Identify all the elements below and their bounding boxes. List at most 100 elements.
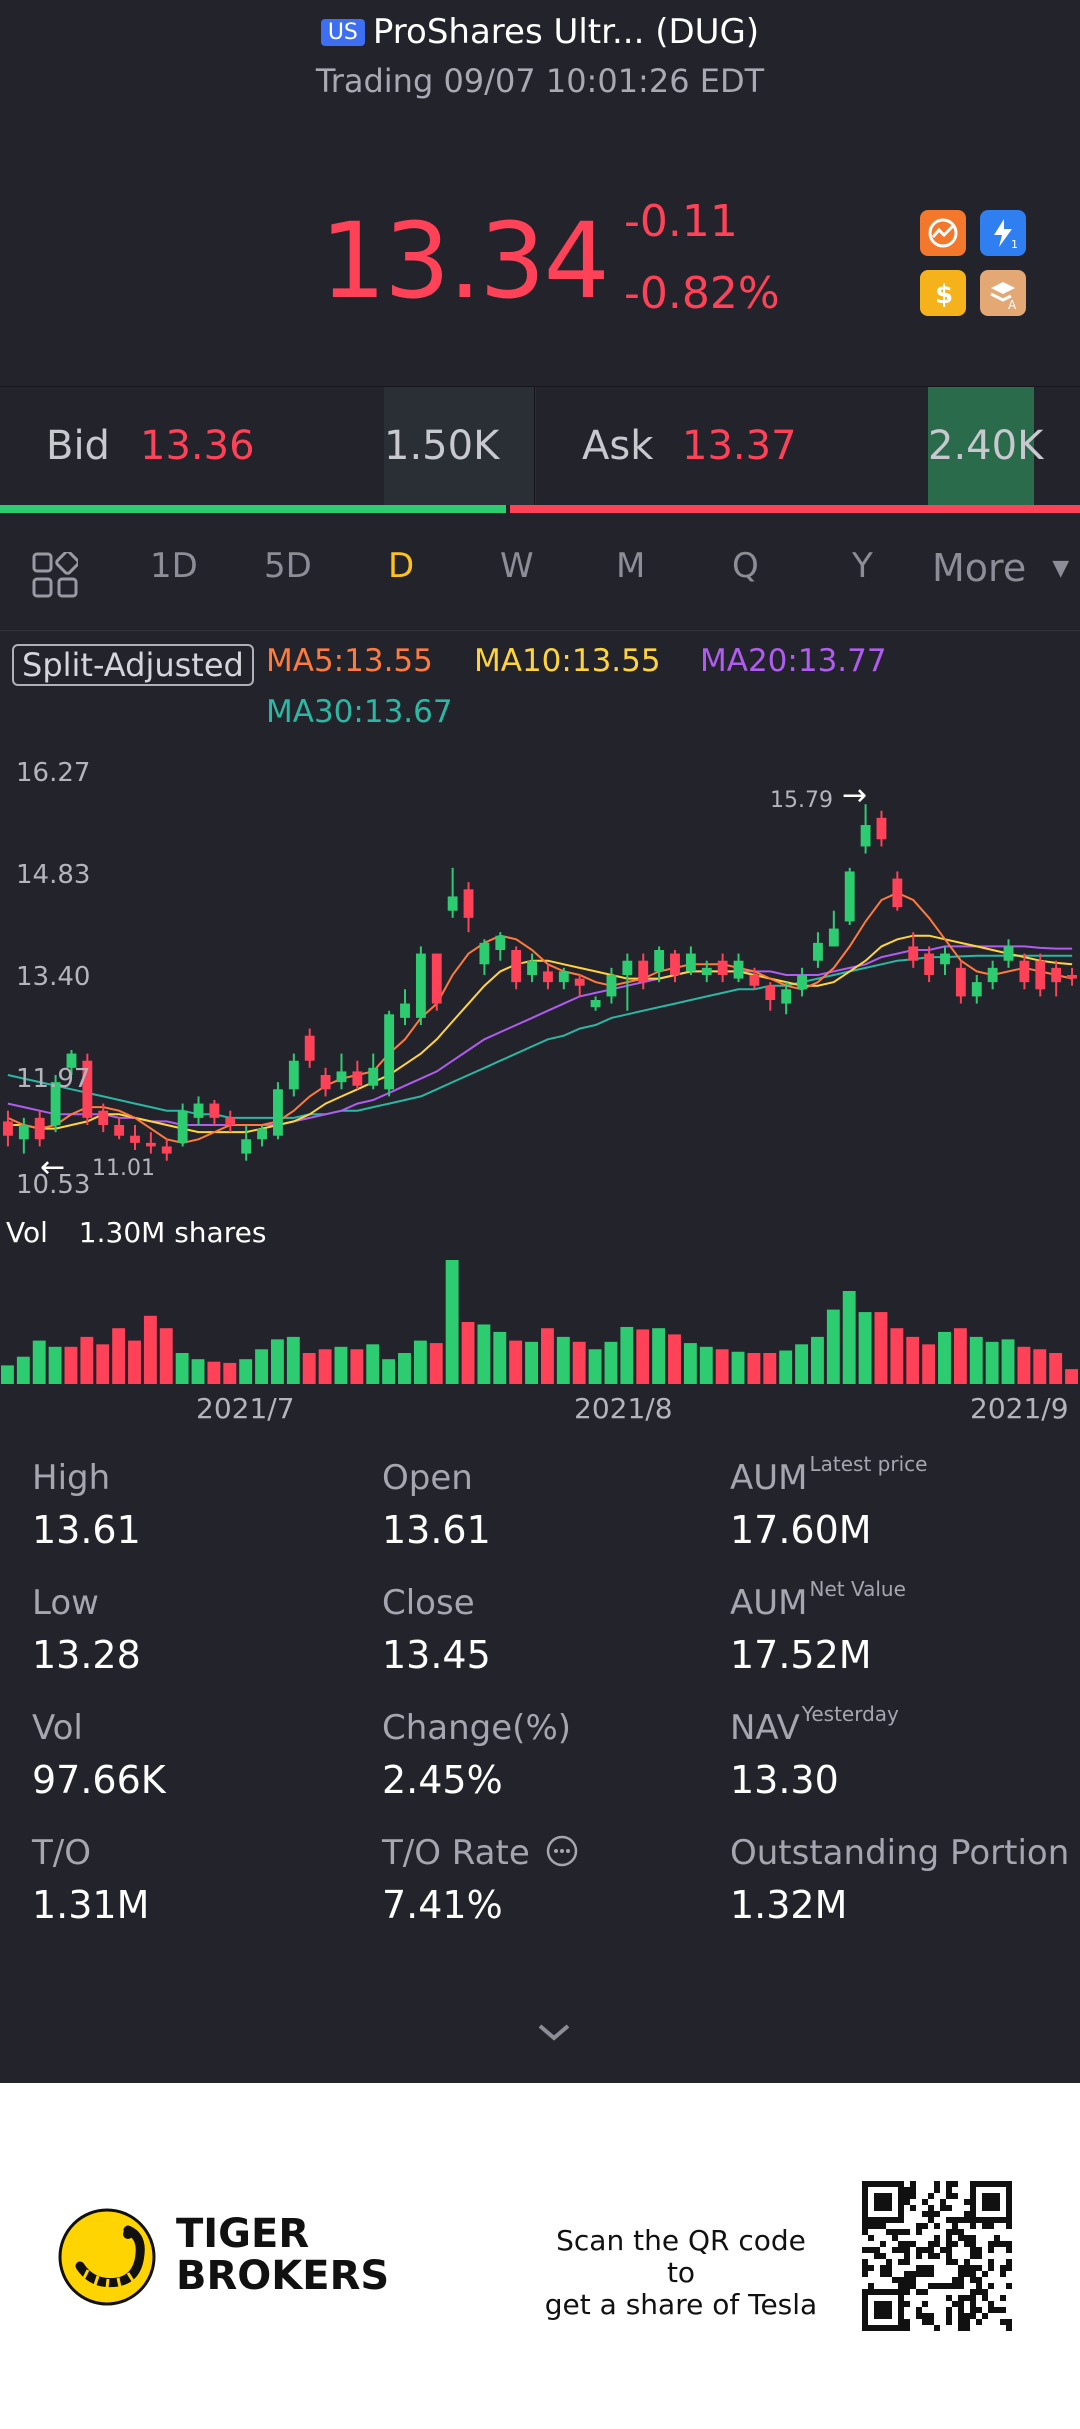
qr-module	[934, 2241, 940, 2247]
candle-body	[18, 1125, 29, 1140]
low-marker-label: 11.01	[92, 1156, 155, 1181]
volume-bar	[128, 1340, 141, 1384]
qr-module	[946, 2253, 952, 2259]
volume-bar	[1001, 1339, 1015, 1384]
qr-module	[904, 2259, 910, 2265]
stat-label: Vol	[32, 1708, 83, 1748]
qr-module	[988, 2247, 994, 2253]
qr-module	[1006, 2241, 1012, 2247]
volume-value: 1.30M shares	[78, 1216, 267, 1249]
candle-body	[495, 935, 506, 950]
candle-body	[273, 1089, 283, 1136]
volume-bar	[779, 1350, 793, 1384]
volume-bar	[652, 1328, 666, 1384]
tab-m[interactable]: M	[616, 546, 646, 586]
grid-layout-icon[interactable]	[32, 550, 80, 602]
qr-module	[970, 2253, 976, 2259]
candle-body	[924, 953, 935, 975]
volume-bar	[302, 1353, 316, 1384]
candle-body	[336, 1071, 347, 1083]
candle	[892, 871, 903, 911]
dollar-icon[interactable]: $	[920, 270, 966, 316]
lightning-icon[interactable]: 1	[980, 210, 1026, 256]
qr-module	[994, 2241, 1000, 2247]
volume-bar	[1065, 1369, 1078, 1384]
qr-module	[862, 2271, 868, 2277]
tab-y[interactable]: Y	[852, 546, 873, 586]
qr-module	[862, 2223, 868, 2229]
candle	[18, 1117, 29, 1154]
volume-bar	[747, 1353, 761, 1384]
stat-label: T/O Rate	[382, 1833, 530, 1873]
candle	[98, 1103, 109, 1133]
qr-module	[880, 2265, 886, 2271]
qr-module	[922, 2313, 928, 2319]
volume-bar	[413, 1340, 427, 1384]
candle	[145, 1132, 156, 1154]
tab-5d[interactable]: 5D	[264, 546, 312, 586]
qr-module	[970, 2277, 976, 2283]
qr-module	[928, 2205, 934, 2211]
more-info-icon[interactable]	[545, 1834, 579, 1868]
qr-module	[946, 2283, 952, 2289]
chart-swirl-icon[interactable]	[920, 210, 966, 256]
candle	[908, 932, 919, 968]
volume-bar	[588, 1349, 602, 1384]
candle-body	[320, 1075, 331, 1090]
qr-module	[970, 2289, 976, 2295]
qr-module	[862, 2229, 868, 2235]
qr-module	[916, 2229, 922, 2235]
qr-module	[916, 2247, 922, 2253]
candle-body	[606, 975, 617, 997]
volume-bar	[32, 1340, 46, 1384]
qr-module	[946, 2187, 952, 2193]
tab-q[interactable]: Q	[732, 546, 759, 586]
qr-module	[976, 2253, 982, 2259]
volume-bar	[699, 1346, 713, 1384]
qr-module	[964, 2199, 970, 2205]
qr-module	[970, 2301, 976, 2307]
qr-module	[982, 2271, 988, 2277]
stock-name: ProShares Ultr... (DUG)	[372, 12, 760, 52]
layers-a-icon[interactable]: A	[980, 270, 1026, 316]
tab-w[interactable]: W	[500, 546, 534, 586]
qr-module	[904, 2319, 910, 2325]
candle	[860, 804, 871, 854]
volume-bar	[64, 1346, 78, 1384]
candle	[606, 967, 617, 1004]
candle	[971, 975, 982, 1004]
qr-module	[904, 2199, 910, 2205]
candle-body	[781, 989, 792, 1004]
candle-body	[749, 975, 760, 986]
tab-d[interactable]: D	[388, 546, 415, 586]
split-adjusted-toggle[interactable]: Split-Adjusted	[12, 644, 254, 686]
qr-module	[898, 2283, 904, 2289]
candle	[574, 975, 585, 997]
volume-bar	[461, 1322, 475, 1384]
qr-module	[904, 2301, 910, 2307]
qr-module	[982, 2295, 988, 2301]
candle	[638, 953, 649, 990]
qr-module	[970, 2307, 976, 2313]
candlestick-chart[interactable]	[0, 740, 1080, 1210]
qr-module	[934, 2211, 940, 2217]
volume-bar	[334, 1346, 348, 1384]
qr-module	[958, 2283, 964, 2289]
qr-module	[964, 2295, 970, 2301]
expand-chevron-icon[interactable]	[532, 2018, 576, 2050]
stat-label: AUM	[730, 1583, 808, 1623]
candle-body	[209, 1103, 220, 1118]
qr-module	[952, 2181, 958, 2187]
qr-module	[886, 2229, 892, 2235]
volume-bar	[826, 1309, 840, 1384]
candle	[400, 989, 410, 1025]
qr-module	[910, 2271, 916, 2277]
qr-module	[1000, 2265, 1006, 2271]
tab-more[interactable]: More ▼	[932, 546, 1069, 590]
qr-module	[904, 2283, 910, 2289]
tab-1d[interactable]: 1D	[150, 546, 198, 586]
qr-module	[994, 2307, 1000, 2313]
qr-module	[946, 2193, 952, 2199]
volume-bar	[636, 1329, 650, 1384]
qr-module	[964, 2319, 970, 2325]
